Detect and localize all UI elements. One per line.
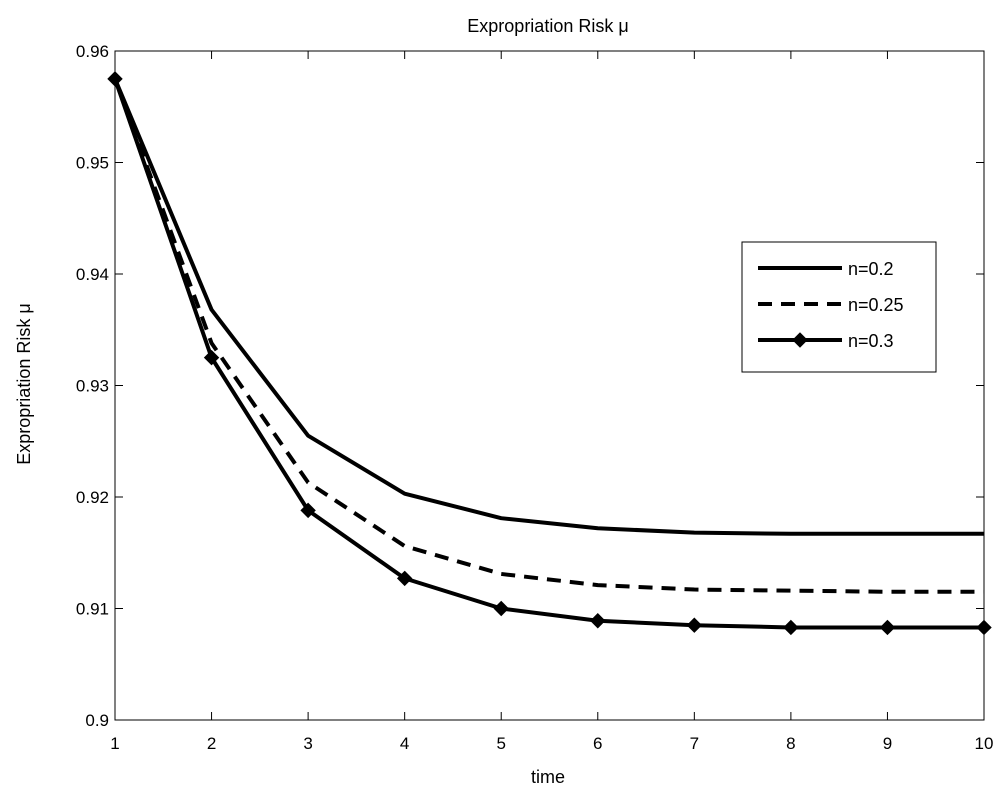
legend: n=0.2 n=0.25 n=0.3 — [741, 241, 937, 373]
series-line — [113, 78, 984, 630]
series-n=0.25 — [113, 78, 984, 594]
y-tick-label: 0.95 — [76, 154, 109, 173]
series-n=0.2 — [113, 78, 984, 536]
legend-marker — [792, 332, 808, 348]
x-tick-label: 6 — [593, 734, 602, 753]
x-tick-label: 10 — [975, 734, 994, 753]
y-tick-label: 0.94 — [76, 265, 109, 284]
x-tick-label: 2 — [207, 734, 216, 753]
x-tick-label: 9 — [883, 734, 892, 753]
series-point — [203, 349, 220, 366]
series-point — [976, 619, 992, 636]
series-n=0.3 — [107, 71, 992, 636]
y-tick-label: 0.96 — [76, 42, 109, 61]
series-point — [300, 502, 316, 519]
series-layer — [107, 71, 992, 636]
series-point — [107, 71, 123, 87]
chart-title: Expropriation Risk μ — [467, 16, 628, 36]
y-tick-label: 0.9 — [85, 711, 109, 730]
series-point — [879, 619, 896, 636]
y-tick-label: 0.93 — [76, 377, 109, 396]
series-point — [396, 570, 413, 587]
legend-label: n=0.2 — [848, 259, 894, 279]
y-tick-label: 0.92 — [76, 488, 109, 507]
x-tick-label: 8 — [786, 734, 795, 753]
x-axis-label: time — [531, 767, 565, 787]
x-axis: 1 2 3 4 5 6 7 8 9 10 — [110, 51, 993, 753]
series-line — [113, 78, 984, 594]
series-point — [590, 613, 606, 629]
x-tick-label: 7 — [690, 734, 699, 753]
plot-area — [114, 50, 985, 721]
y-axis: 0.9 0.91 0.92 0.93 0.94 0.95 0.96 — [76, 42, 984, 730]
legend-box — [741, 241, 937, 373]
x-tick-label: 1 — [110, 734, 119, 753]
legend-label: n=0.25 — [848, 295, 904, 315]
x-tick-label: 3 — [303, 734, 312, 753]
x-tick-label: 4 — [400, 734, 409, 753]
y-tick-label: 0.91 — [76, 600, 109, 619]
y-axis-label: Expropriation Risk μ — [14, 303, 34, 464]
series-point — [686, 617, 703, 633]
series-line — [113, 78, 984, 536]
series-point — [493, 600, 509, 617]
legend-label: n=0.3 — [848, 331, 894, 351]
series-point — [783, 619, 799, 636]
x-tick-label: 5 — [496, 734, 505, 753]
